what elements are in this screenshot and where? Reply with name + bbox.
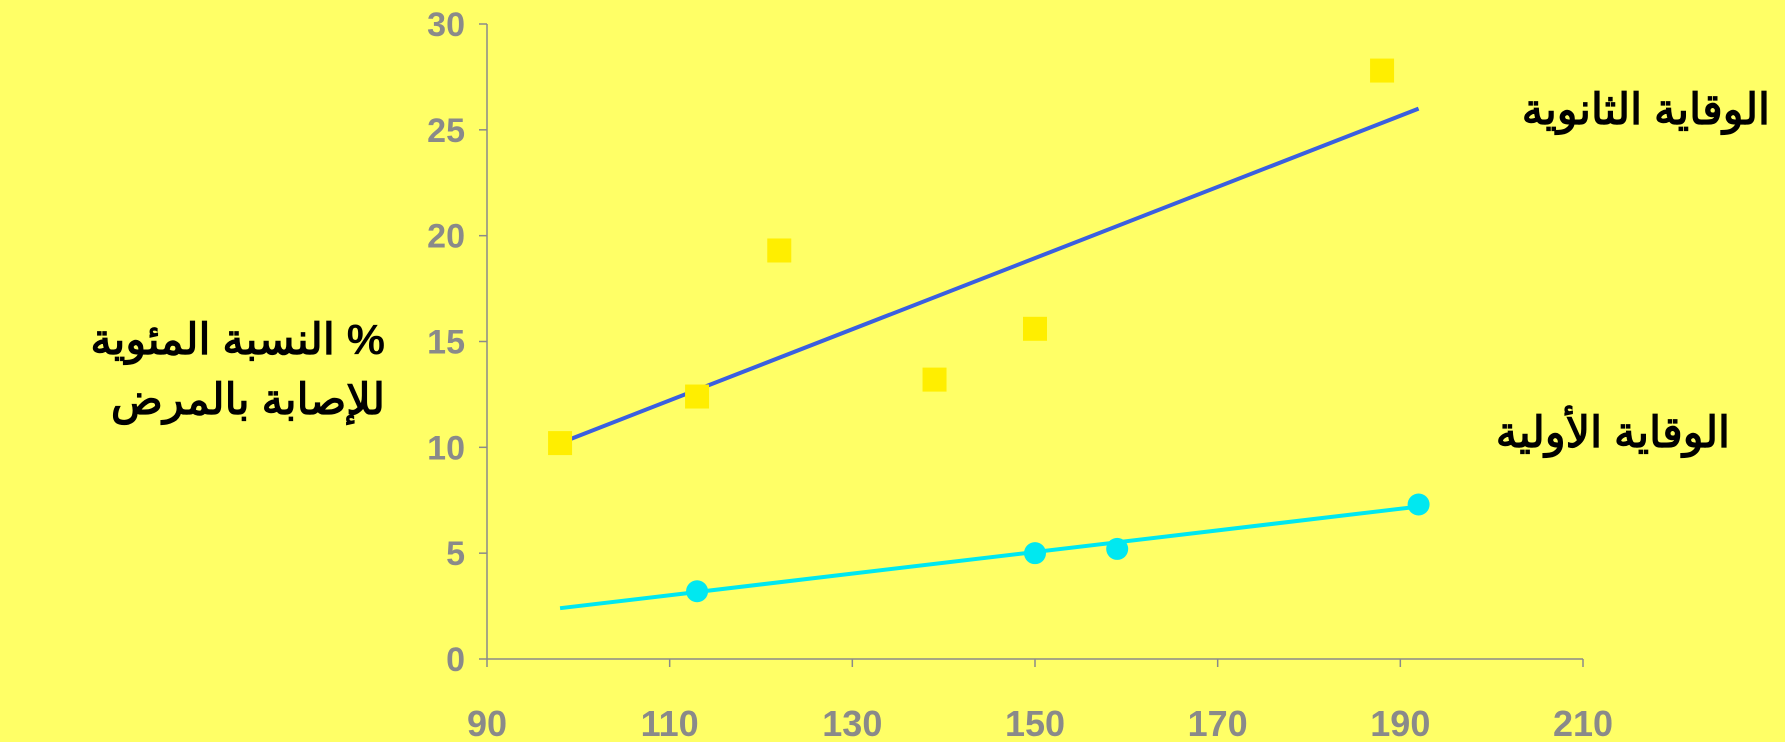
- y-tick-label: 25: [427, 112, 465, 150]
- y-tick-label: 30: [427, 6, 465, 44]
- data-point-primary: [686, 580, 709, 603]
- series-label-primary-prevention: الوقاية الأولية: [1495, 409, 1730, 457]
- y-axis-label-line-2: للإصابة بالمرض: [110, 376, 385, 424]
- data-point-secondary: [548, 431, 573, 456]
- y-tick-label: 0: [446, 641, 465, 679]
- y-axis-label-line-1: % النسبة المئوية: [90, 316, 385, 364]
- y-tick-label: 20: [427, 218, 465, 256]
- x-tick-label: 150: [1005, 703, 1065, 742]
- data-point-secondary: [1023, 316, 1047, 341]
- data-point-secondary: [685, 384, 710, 409]
- data-point-primary: [1106, 537, 1129, 560]
- x-tick-label: 190: [1370, 703, 1430, 742]
- data-point-secondary: [922, 367, 947, 392]
- y-tick-label: 5: [446, 535, 465, 573]
- x-tick-label: 210: [1553, 703, 1613, 742]
- data-point-primary: [1407, 493, 1430, 516]
- series-label-secondary-prevention: الوقاية الثانوية: [1521, 86, 1770, 134]
- data-point-secondary: [1370, 58, 1395, 83]
- x-tick-label: 90: [467, 703, 507, 742]
- y-tick-label: 10: [427, 429, 465, 467]
- data-point-primary: [1024, 542, 1046, 565]
- x-tick-label: 170: [1188, 703, 1248, 742]
- y-axis-label: % النسبة المئوية للإصابة بالمرض: [0, 310, 385, 430]
- y-tick-label: 15: [427, 324, 465, 362]
- x-tick-label: 110: [641, 703, 699, 742]
- data-point-secondary: [767, 238, 792, 263]
- x-tick-label: 130: [822, 703, 882, 742]
